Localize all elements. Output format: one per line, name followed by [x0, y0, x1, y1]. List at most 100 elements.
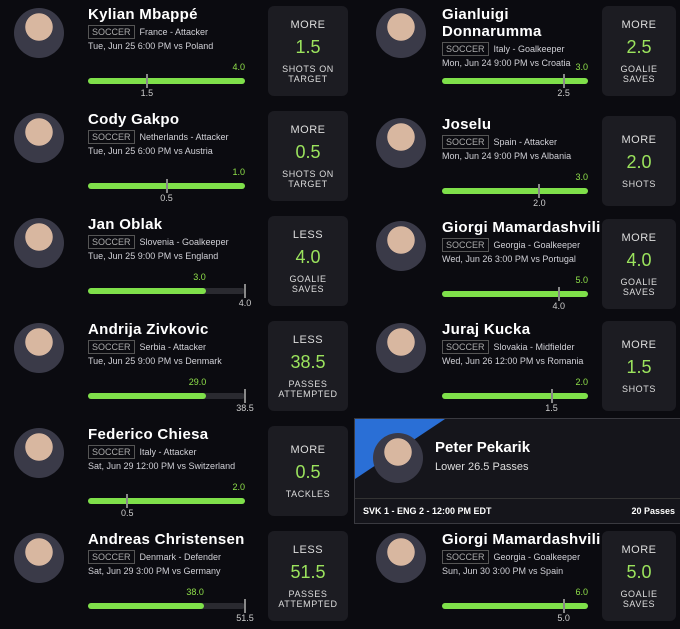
meta-row: SOCCER Italy - Attacker [88, 445, 258, 459]
player-info: Joselu SOCCER Spain - Attacker Mon, Jun 24 … [442, 116, 602, 161]
progress-fill [442, 78, 588, 84]
team-position: Denmark - Defender [139, 552, 222, 562]
meta-row: SOCCER Netherlands - Attacker [88, 130, 258, 144]
score-strip: SVK 1 - ENG 2 - 12:00 PM EDT 20 Passes [355, 498, 680, 523]
progress-fill [88, 498, 245, 504]
progress-track: 2.0 0.5 [88, 482, 245, 518]
progress-track: 4.0 1.5 [88, 62, 245, 98]
meta-row: SOCCER Denmark - Defender [88, 550, 258, 564]
line-number: 38.5 [290, 351, 326, 372]
pick-direction: MORE [290, 443, 326, 456]
player-name: Giorgi Mamardashvili [442, 219, 601, 236]
actual-value: 4.0 [232, 62, 245, 72]
player-info: Giorgi Mamardashvili SOCCER Georgia - Goal… [442, 219, 602, 264]
progress-fill [442, 188, 588, 194]
league-badge: SOCCER [88, 235, 135, 249]
line-marker [562, 599, 565, 613]
progress-track: 1.0 0.5 [88, 167, 245, 203]
avatar [376, 221, 426, 271]
line-value: 2.5 [557, 88, 570, 98]
stat-name: SHOTS [621, 383, 656, 394]
line-value: 0.5 [120, 508, 134, 518]
prop-card: Juraj Kucka SOCCER Slovakia - Midfielder We… [356, 315, 680, 419]
line-marker [557, 287, 560, 301]
avatar [14, 533, 64, 583]
actual-value: 3.0 [193, 272, 206, 282]
actual-value: 3.0 [575, 62, 588, 72]
pick-box: MORE 2.5 GOALIE SAVES [602, 6, 676, 96]
avatar [376, 323, 426, 373]
line-number: 0.5 [295, 141, 321, 162]
progress-track: 6.0 5.0 [442, 587, 588, 623]
player-name: Joselu [442, 116, 492, 133]
team-position: Spain - Attacker [493, 137, 558, 147]
league-badge: SOCCER [442, 550, 489, 564]
meta-row: SOCCER Georgia - Goalkeeper [442, 550, 602, 564]
line-marker [165, 179, 168, 193]
meta-row: SOCCER France - Attacker [88, 25, 258, 39]
progress-fill [88, 603, 204, 609]
player-name: Federico Chiesa [88, 426, 209, 443]
actual-value: 3.0 [575, 172, 588, 182]
avatar [14, 218, 64, 268]
player-info: Andrija Zivkovic SOCCER Serbia - Attacker T… [88, 321, 258, 366]
meta-row: SOCCER Slovenia - Goalkeeper [88, 235, 258, 249]
avatar [376, 8, 426, 58]
player-info: Cody Gakpo SOCCER Netherlands - Attacker Tu… [88, 111, 258, 156]
line-value: 4.0 [238, 298, 252, 308]
avatar [14, 113, 64, 163]
pick-direction: MORE [621, 18, 657, 31]
game-info: Tue, Jun 25 9:00 PM vs Denmark [88, 356, 222, 366]
team-position: Georgia - Goalkeeper [493, 552, 581, 562]
line-value: 4.0 [552, 301, 566, 311]
pick-box: LESS 4.0 GOALIE SAVES [268, 216, 348, 306]
league-badge: SOCCER [442, 340, 489, 354]
meta-row: SOCCER Slovakia - Midfielder [442, 340, 602, 354]
line-marker [126, 494, 129, 508]
player-info: Kylian Mbappé SOCCER France - Attacker Tue,… [88, 6, 258, 51]
pick-direction: MORE [621, 133, 657, 146]
pick-direction: MORE [621, 338, 657, 351]
game-info: Tue, Jun 25 6:00 PM vs Austria [88, 146, 213, 156]
progress-track: 3.0 2.0 [442, 172, 588, 208]
team-position: France - Attacker [139, 27, 209, 37]
league-badge: SOCCER [442, 42, 489, 56]
pick-box: MORE 0.5 SHOTS ON TARGET [268, 111, 348, 201]
player-name: Gianluigi Donnarumma [442, 6, 542, 40]
team-position: Netherlands - Attacker [139, 132, 229, 142]
pick-direction: MORE [621, 543, 657, 556]
progress-fill [442, 393, 588, 399]
line-number: 4.0 [626, 249, 652, 270]
player-info: Gianluigi Donnarumma SOCCER Italy - Goalke… [442, 6, 602, 68]
pick-box: MORE 1.5 SHOTS ON TARGET [268, 6, 348, 96]
line-value: 0.5 [160, 193, 173, 203]
team-position: Slovenia - Goalkeeper [139, 237, 229, 247]
actual-value: 2.0 [575, 377, 588, 387]
line-number: 0.5 [295, 461, 321, 482]
stat-name: GOALIE SAVES [289, 273, 327, 294]
game-info: Tue, Jun 25 9:00 PM vs England [88, 251, 219, 261]
player-name: Cody Gakpo [88, 111, 180, 128]
line-value: 1.5 [545, 403, 558, 413]
game-info: Sat, Jun 29 3:00 PM vs Germany [88, 566, 221, 576]
line-number: 2.5 [626, 36, 652, 57]
pick-box: MORE 5.0 GOALIE SAVES [602, 531, 676, 621]
line-number: 51.5 [290, 561, 326, 582]
pick-direction: MORE [290, 18, 326, 31]
pick-direction: LESS [292, 228, 324, 241]
line-value: 38.5 [236, 403, 254, 413]
pick-direction: MORE [290, 123, 326, 136]
line-marker [550, 389, 553, 403]
player-name: Andreas Christensen [88, 531, 245, 548]
player-info: Andreas Christensen SOCCER Denmark - Defen… [88, 531, 258, 576]
avatar [376, 118, 426, 168]
stat-name: PASSES ATTEMPTED [278, 378, 338, 399]
meta-row: SOCCER Italy - Goalkeeper [442, 42, 602, 56]
meta-row: SOCCER Spain - Attacker [442, 135, 602, 149]
progress-track: 3.0 2.5 [442, 62, 588, 98]
progress-fill [88, 288, 206, 294]
avatar [14, 8, 64, 58]
avatar [14, 428, 64, 478]
player-name: Giorgi Mamardashvili [442, 531, 601, 548]
line-value: 2.0 [533, 198, 546, 208]
